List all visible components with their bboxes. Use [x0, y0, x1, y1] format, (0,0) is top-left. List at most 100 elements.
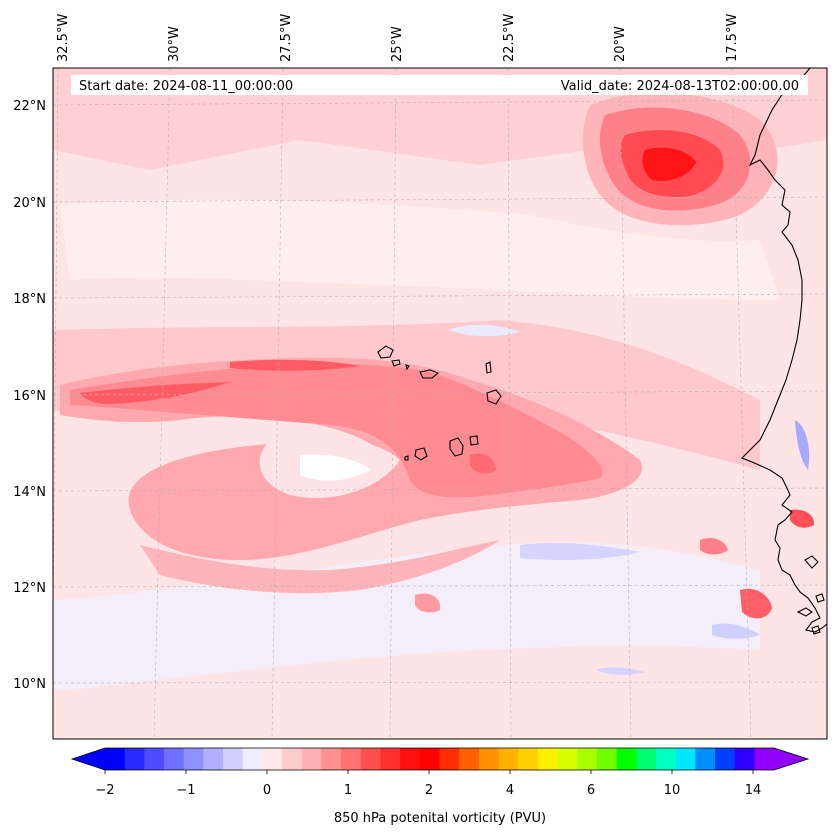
- pv-lower-arc: [140, 540, 500, 594]
- colorbar-swatch: [183, 748, 204, 770]
- gridline-lon: [507, 68, 512, 739]
- colorbar-swatch: [400, 748, 421, 770]
- gridline-lon: [389, 68, 397, 739]
- colorbar-swatch: [164, 748, 185, 770]
- lon-label: 30°W: [167, 26, 182, 62]
- colorbar-swatch: [596, 748, 617, 770]
- lat-label: 22°N: [13, 99, 46, 114]
- colorbar-swatch: [714, 748, 736, 770]
- colorbar-swatch: [203, 748, 224, 770]
- pv-field: [53, 68, 827, 739]
- valid-date-label: Valid_date: 2024-08-13T02:00:00.00: [561, 79, 799, 94]
- gridlines: [53, 68, 827, 739]
- colorbar-swatch: [675, 748, 696, 770]
- colorbar-swatch: [282, 748, 303, 770]
- lat-label: 20°N: [13, 196, 46, 211]
- pv-blob-ne-core: [642, 147, 696, 182]
- island-maio: [469, 435, 479, 446]
- colorbar-swatch: [380, 748, 401, 770]
- colorbar-tick-label: −1: [176, 783, 195, 798]
- island-santa-luzia: [405, 364, 410, 371]
- colorbar-tick-label: 2: [425, 783, 433, 798]
- colorbar-tick-label: 14: [745, 783, 762, 798]
- africa-coastline: [741, 68, 827, 635]
- coastline-main: [741, 68, 827, 633]
- pv-spot-coast-1: [740, 588, 772, 619]
- colorbar-tick-label: 0: [263, 783, 271, 798]
- lon-label: 32.5°W: [56, 14, 71, 62]
- longitude-labels: 32.5°W 30°W 27.5°W 25°W 22.5°W 20°W 17.5…: [56, 14, 740, 62]
- colorbar-swatch: [636, 748, 657, 770]
- lat-label: 18°N: [13, 292, 46, 307]
- gridline-lon: [619, 68, 632, 739]
- colorbar-tick-label: 6: [587, 783, 595, 798]
- gridline-lon: [153, 68, 171, 739]
- colorbar: [70, 747, 810, 774]
- island-sao-vicente: [391, 359, 401, 367]
- colorbar-tick-label: 4: [506, 783, 514, 798]
- map-frame: [52, 67, 828, 740]
- island-boa-vista: [486, 389, 502, 405]
- colorbar-swatch: [223, 748, 244, 770]
- colorbar-swatch: [734, 748, 755, 770]
- coastline-islet-2: [815, 593, 825, 603]
- cape-verde-islands: [377, 345, 502, 461]
- lat-label: 12°N: [13, 581, 46, 596]
- pv-zone-blue-5: [595, 667, 645, 675]
- island-sao-nicolau: [419, 369, 440, 379]
- lon-label: 25°W: [390, 26, 405, 62]
- pv-zone-south-pale: [53, 542, 760, 690]
- gridline-lon: [271, 68, 284, 739]
- colorbar-swatch: [655, 748, 677, 770]
- colorbar-swatch: [537, 748, 558, 770]
- pv-band-peak-west: [80, 382, 230, 404]
- coastline-islet-3: [811, 625, 821, 635]
- colorbar-swatch: [321, 748, 342, 770]
- coastline-islet-4: [804, 555, 819, 569]
- latitude-labels: 22°N 20°N 18°N 16°N 14°N 12°N 10°N: [13, 99, 46, 692]
- colorbar-swatch: [341, 748, 362, 770]
- colorbar-swatch: [360, 748, 381, 770]
- pv-zone-blue-3: [795, 420, 810, 470]
- colorbar-swatch: [557, 748, 578, 770]
- colorbar-swatch: [478, 748, 499, 770]
- colorbar-swatch: [695, 748, 716, 770]
- colorbar-swatch: [459, 748, 480, 770]
- lat-label: 16°N: [13, 389, 46, 404]
- colorbar-tick-label: −2: [95, 783, 114, 798]
- colorbar-swatch: [301, 748, 322, 770]
- colorbar-swatch: [577, 748, 598, 770]
- lat-label: 10°N: [13, 677, 46, 692]
- lon-label: 27.5°W: [279, 14, 294, 62]
- lon-label: 22.5°W: [502, 14, 517, 62]
- start-date-label: Start date: 2024-08-11_00:00:00: [79, 79, 293, 94]
- colorbar-swatch: [105, 748, 126, 770]
- pv-zone-pale-band: [60, 199, 780, 300]
- island-sal: [485, 361, 492, 374]
- colorbar-swatch: [144, 748, 165, 770]
- pv-pocket-white: [300, 454, 370, 481]
- colorbar-swatch: [242, 748, 263, 770]
- colorbar-swatch: [518, 748, 539, 770]
- pv-spot-cv: [470, 453, 496, 474]
- island-fogo: [414, 447, 428, 461]
- colorbar-swatch: [419, 748, 440, 770]
- colorbar-swatch: [616, 748, 637, 770]
- colorbar-tick-label: 10: [664, 783, 681, 798]
- pv-zone-blue-2: [712, 623, 760, 639]
- pv-spot-coast-3: [790, 509, 815, 528]
- colorbar-swatch: [754, 748, 775, 770]
- colorbar-extend-min: [72, 748, 105, 770]
- pv-band-peak-mid: [230, 359, 360, 371]
- colorbar-swatch: [124, 748, 145, 770]
- pv-zone-blue-4: [448, 324, 520, 337]
- colorbar-swatch: [498, 748, 519, 770]
- colorbar-extend-max: [774, 748, 808, 770]
- island-santiago: [449, 437, 464, 457]
- lat-label: 14°N: [13, 485, 46, 500]
- pv-band-core: [70, 363, 603, 498]
- colorbar-label: 850 hPa potenital vorticity (PVU): [334, 811, 546, 826]
- island-santo-antao: [377, 345, 394, 359]
